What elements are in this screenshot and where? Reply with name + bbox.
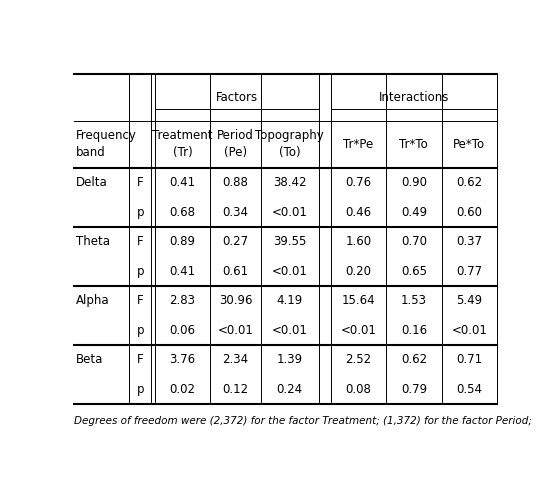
Text: 3.76: 3.76	[169, 353, 196, 366]
Text: Alpha: Alpha	[76, 294, 110, 307]
Text: F: F	[137, 294, 144, 307]
Text: p: p	[136, 383, 144, 396]
Text: 0.34: 0.34	[223, 206, 248, 219]
Text: 0.24: 0.24	[277, 383, 303, 396]
Text: 0.68: 0.68	[169, 206, 196, 219]
Text: <0.01: <0.01	[340, 324, 377, 337]
Text: 30.96: 30.96	[219, 294, 252, 307]
Text: 0.54: 0.54	[456, 383, 482, 396]
Text: 0.65: 0.65	[401, 265, 427, 278]
Text: 0.20: 0.20	[345, 265, 372, 278]
Text: 0.12: 0.12	[223, 383, 248, 396]
Text: 0.62: 0.62	[401, 353, 427, 366]
Text: 1.39: 1.39	[277, 353, 303, 366]
Text: Period
(Pe): Period (Pe)	[217, 129, 254, 160]
Text: 0.02: 0.02	[169, 383, 196, 396]
Text: 38.42: 38.42	[273, 176, 306, 189]
Text: <0.01: <0.01	[218, 324, 253, 337]
Text: 0.70: 0.70	[401, 235, 427, 248]
Text: 2.34: 2.34	[223, 353, 248, 366]
Text: 0.60: 0.60	[456, 206, 482, 219]
Text: 0.27: 0.27	[223, 235, 248, 248]
Text: 5.49: 5.49	[456, 294, 482, 307]
Text: 2.52: 2.52	[345, 353, 372, 366]
Text: 0.61: 0.61	[223, 265, 248, 278]
Text: F: F	[137, 235, 144, 248]
Text: 1.53: 1.53	[401, 294, 427, 307]
Text: Topography
(To): Topography (To)	[256, 129, 324, 160]
Text: <0.01: <0.01	[272, 206, 307, 219]
Text: 2.83: 2.83	[169, 294, 196, 307]
Text: Treatment
(Tr): Treatment (Tr)	[153, 129, 213, 160]
Text: Theta: Theta	[76, 235, 110, 248]
Text: 0.06: 0.06	[169, 324, 196, 337]
Text: Frequency
band: Frequency band	[76, 129, 137, 160]
Text: Delta: Delta	[76, 176, 108, 189]
Text: 15.64: 15.64	[341, 294, 375, 307]
Text: 0.89: 0.89	[169, 235, 196, 248]
Text: Interactions: Interactions	[379, 91, 449, 104]
Text: 0.41: 0.41	[169, 265, 196, 278]
Text: 0.37: 0.37	[456, 235, 482, 248]
Text: 0.88: 0.88	[223, 176, 248, 189]
Text: <0.01: <0.01	[272, 324, 307, 337]
Text: Beta: Beta	[76, 353, 104, 366]
Text: 0.62: 0.62	[456, 176, 482, 189]
Text: <0.01: <0.01	[272, 265, 307, 278]
Text: p: p	[136, 265, 144, 278]
Text: 0.16: 0.16	[401, 324, 427, 337]
Text: 39.55: 39.55	[273, 235, 306, 248]
Text: Pe*To: Pe*To	[453, 138, 485, 151]
Text: p: p	[136, 206, 144, 219]
Text: Tr*Pe: Tr*Pe	[343, 138, 374, 151]
Text: 0.08: 0.08	[345, 383, 372, 396]
Text: 1.60: 1.60	[345, 235, 372, 248]
Text: 0.41: 0.41	[169, 176, 196, 189]
Text: <0.01: <0.01	[451, 324, 487, 337]
Text: 4.19: 4.19	[277, 294, 303, 307]
Text: 0.90: 0.90	[401, 176, 427, 189]
Text: F: F	[137, 176, 144, 189]
Text: 0.77: 0.77	[456, 265, 482, 278]
Text: Degrees of freedom were (2,372) for the factor Treatment; (1,372) for the factor: Degrees of freedom were (2,372) for the …	[74, 416, 532, 426]
Text: 0.71: 0.71	[456, 353, 482, 366]
Text: Tr*To: Tr*To	[399, 138, 428, 151]
Text: 0.79: 0.79	[401, 383, 427, 396]
Text: p: p	[136, 324, 144, 337]
Text: Factors: Factors	[216, 91, 258, 104]
Text: 0.49: 0.49	[401, 206, 427, 219]
Text: 0.46: 0.46	[345, 206, 372, 219]
Text: 0.76: 0.76	[345, 176, 372, 189]
Text: F: F	[137, 353, 144, 366]
